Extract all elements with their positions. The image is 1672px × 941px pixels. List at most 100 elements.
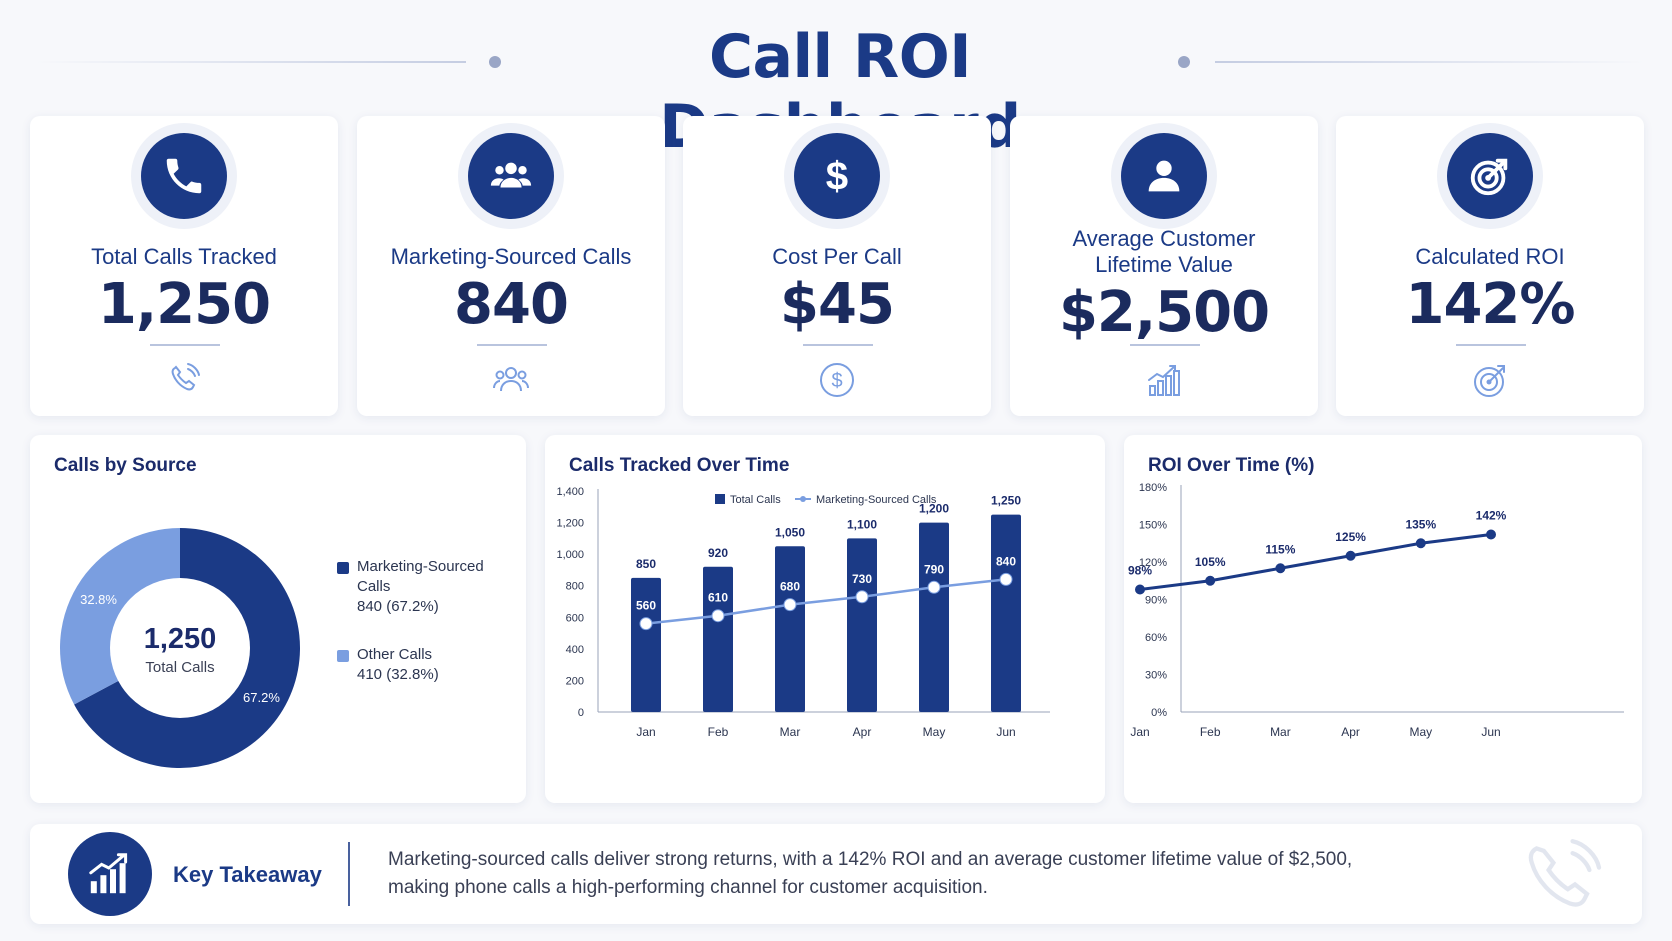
line-value-label: 790 bbox=[924, 562, 944, 576]
y-tick-label: 0 bbox=[578, 707, 584, 719]
takeaway-title: Key Takeaway bbox=[173, 862, 322, 887]
y-tick-label: 180% bbox=[1139, 482, 1167, 494]
takeaway-line1: Marketing-sourced calls deliver strong r… bbox=[388, 849, 1353, 870]
y-tick-label: 0% bbox=[1151, 707, 1167, 719]
y-tick-label: 600 bbox=[566, 612, 584, 624]
donut-center-label: Total Calls bbox=[145, 659, 214, 676]
line-point-marketing bbox=[783, 598, 797, 612]
roi-value-label: 98% bbox=[1128, 564, 1152, 578]
y-tick-label: 400 bbox=[566, 644, 584, 656]
y-tick-label: 150% bbox=[1139, 520, 1167, 532]
dollar-icon: $ bbox=[794, 133, 880, 219]
bar-total-calls bbox=[847, 538, 877, 712]
bar-line-chart: Total Calls Marketing-Sourced Calls 0 200… bbox=[556, 486, 1050, 739]
donut-chart: 1,250 Total Calls 67.2% 32.8% bbox=[59, 528, 300, 768]
kpi-label: Total Calls Tracked bbox=[91, 244, 277, 269]
x-tick-label: Jan bbox=[636, 725, 655, 739]
dollar-circle-icon: $ bbox=[820, 363, 854, 397]
panel-title: Calls by Source bbox=[54, 455, 197, 476]
roi-point bbox=[1135, 584, 1145, 595]
target-outline-icon bbox=[1474, 365, 1505, 397]
legend-detail: 410 (32.8%) bbox=[357, 666, 439, 683]
roi-point bbox=[1486, 529, 1496, 540]
y-tick-label: 200 bbox=[566, 675, 584, 687]
roi-value-label: 125% bbox=[1335, 530, 1366, 544]
legend-name: Other Calls bbox=[357, 646, 433, 663]
line-value-label: 730 bbox=[852, 572, 872, 586]
takeaway-text: Marketing-sourced calls deliver strong r… bbox=[388, 846, 1388, 902]
bar-total-calls bbox=[703, 566, 733, 712]
kpi-label-line2: Lifetime Value bbox=[1095, 252, 1233, 277]
legend-name-line2: Calls bbox=[357, 578, 391, 595]
bar-chart-growth-icon bbox=[1148, 365, 1180, 396]
kpi-value: 840 bbox=[454, 272, 569, 337]
x-tick-label: May bbox=[1409, 725, 1432, 739]
donut-percent-label-0: 67.2% bbox=[243, 690, 280, 705]
roi-line-chart: 0% 30% 60% 90% 120% 150% 180% Jan Feb Mar Apr May Ju… bbox=[1128, 482, 1624, 739]
bar-value-label: 1,200 bbox=[919, 502, 949, 516]
kpi-value: 1,250 bbox=[97, 272, 271, 337]
kpi-label: Marketing-Sourced Calls bbox=[390, 244, 632, 269]
y-tick-label: 30% bbox=[1145, 670, 1167, 682]
bar-value-label: 920 bbox=[708, 546, 728, 560]
donut-percent-label-1: 32.8% bbox=[80, 592, 117, 607]
x-tick-label: Apr bbox=[1341, 725, 1360, 739]
donut-center-value: 1,250 bbox=[144, 623, 217, 655]
line-point-marketing bbox=[711, 609, 725, 623]
roi-value-label: 142% bbox=[1476, 509, 1507, 523]
legend-total-calls: Total Calls bbox=[730, 494, 781, 506]
roi-point bbox=[1415, 538, 1426, 549]
y-tick-label: 120% bbox=[1139, 557, 1167, 569]
roi-value-label: 115% bbox=[1265, 542, 1295, 556]
user-icon bbox=[1121, 133, 1207, 219]
kpi-label-line1: Average Customer bbox=[1072, 226, 1256, 251]
phone-outline-icon bbox=[171, 363, 200, 391]
x-tick-label: May bbox=[923, 725, 946, 739]
line-value-label: 840 bbox=[996, 554, 1016, 568]
panel-calls-tracked: Calls Tracked Over Time Total Calls Mark… bbox=[545, 435, 1105, 803]
x-tick-label: Jan bbox=[1130, 725, 1149, 739]
line-value-label: 680 bbox=[780, 580, 800, 594]
phone-watermark-icon bbox=[1528, 839, 1602, 907]
kpi-label: Calculated ROI bbox=[1415, 244, 1565, 269]
legend-item-other: Other Calls 410 (32.8%) bbox=[357, 645, 439, 685]
roi-point bbox=[1345, 550, 1356, 561]
key-takeaway: Key Takeaway Marketing-sourced calls del… bbox=[30, 824, 1642, 924]
header-dot-left bbox=[489, 56, 501, 68]
takeaway-line2: making phone calls a high-performing cha… bbox=[388, 877, 988, 898]
x-tick-label: Mar bbox=[1270, 725, 1291, 739]
x-tick-label: Mar bbox=[780, 725, 801, 739]
bar-value-label: 1,250 bbox=[991, 494, 1021, 508]
kpi-card-total-calls: Total Calls Tracked 1,250 bbox=[30, 116, 338, 416]
legend-swatch-other bbox=[337, 650, 349, 662]
donut-hole bbox=[110, 578, 250, 718]
takeaway-divider bbox=[348, 842, 350, 906]
y-tick-label: 1,000 bbox=[556, 549, 584, 561]
y-tick-label: 90% bbox=[1145, 595, 1167, 607]
kpi-card-marketing-calls: Marketing-Sourced Calls 840 bbox=[357, 116, 665, 416]
bar-total-calls bbox=[631, 577, 661, 712]
line-point-marketing bbox=[999, 572, 1013, 586]
roi-point bbox=[1275, 563, 1286, 574]
bar-total-calls bbox=[991, 514, 1021, 712]
target-icon bbox=[1447, 133, 1533, 219]
line-value-label: 560 bbox=[636, 599, 656, 613]
kpi-label: Cost Per Call bbox=[772, 244, 902, 269]
legend-item-marketing: Marketing-Sourced Calls 840 (67.2%) bbox=[357, 557, 484, 617]
x-tick-label: Feb bbox=[708, 725, 729, 739]
roi-value-label: 135% bbox=[1405, 517, 1436, 531]
bar-value-label: 1,050 bbox=[775, 525, 805, 539]
svg-text:$: $ bbox=[826, 153, 848, 198]
legend-detail: 840 (67.2%) bbox=[357, 598, 439, 615]
bar-value-label: 850 bbox=[636, 557, 656, 571]
line-point-marketing bbox=[927, 580, 941, 594]
kpi-value: $2,500 bbox=[1058, 280, 1270, 345]
y-tick-label: 800 bbox=[566, 581, 584, 593]
phone-icon bbox=[141, 133, 227, 219]
panel-title: ROI Over Time (%) bbox=[1148, 455, 1315, 476]
panel-calls-by-source: Calls by Source 1,250 Total Calls 67.2% 3… bbox=[30, 435, 526, 803]
line-marketing-calls bbox=[645, 578, 1007, 625]
dashboard-header: Call ROI Dashboard bbox=[0, 0, 1672, 162]
kpi-card-cost-per-call: $ Cost Per Call $45 $ bbox=[683, 116, 991, 416]
x-tick-label: Jun bbox=[996, 725, 1015, 739]
